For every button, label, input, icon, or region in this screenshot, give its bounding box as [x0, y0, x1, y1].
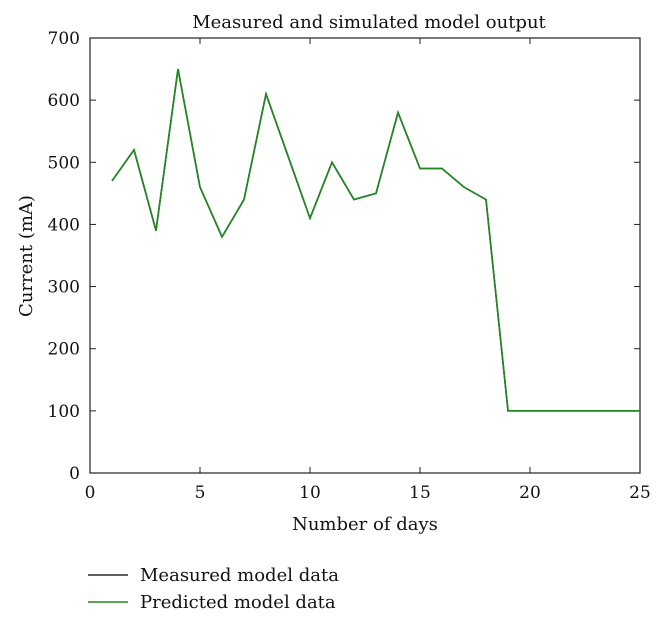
x-tick-label: 0: [85, 483, 96, 503]
x-tick-label: 25: [629, 483, 651, 503]
series-layer: [111, 68, 640, 412]
legend-label-predicted: Predicted model data: [140, 592, 336, 613]
x-axis: 0 5 10 15 20 25: [85, 38, 651, 503]
x-tick-label: 15: [409, 483, 431, 503]
y-tick-label: 300: [48, 278, 80, 298]
y-tick-label: 100: [48, 402, 80, 422]
x-tick-label: 20: [519, 483, 541, 503]
series-line-predicted: [111, 68, 640, 412]
y-tick-label: 500: [48, 153, 80, 173]
plot-area: [89, 37, 641, 474]
series-line-measured: [111, 68, 640, 412]
legend: Measured model data Predicted model data: [88, 565, 339, 613]
y-tick-label: 0: [69, 464, 80, 484]
y-axis: 0 100 200 300 400 500 600 700: [48, 29, 640, 484]
x-tick-label: 5: [195, 483, 206, 503]
y-tick-label: 700: [48, 29, 80, 49]
chart-title: Measured and simulated model output: [192, 12, 546, 33]
y-tick-label: 600: [48, 91, 80, 111]
legend-label-measured: Measured model data: [140, 565, 339, 586]
y-tick-label: 400: [48, 215, 80, 235]
x-axis-title: Number of days: [292, 514, 438, 535]
y-tick-label: 200: [48, 340, 80, 360]
y-axis-title: Current (mA): [16, 195, 37, 317]
x-tick-label: 10: [299, 483, 321, 503]
